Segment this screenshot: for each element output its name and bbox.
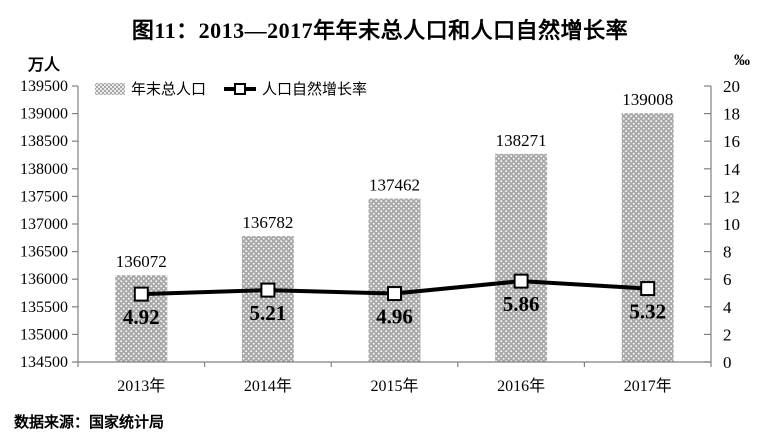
chart-legend: 年末总人口 人口自然增长率 [95,78,367,99]
y-axis-right-tick-label: 2 [723,325,732,344]
line-marker [387,286,402,302]
y-axis-left-tick-label: 138000 [20,161,68,178]
axes-group [72,85,712,367]
labels-group: 136072 136782 137462 138271 139008 134500 1350… [20,77,741,395]
line-marker [640,281,656,297]
bar-2017年 [621,113,674,362]
y-axis-right-tick-label: 12 [723,187,740,206]
legend-bar-swatch-icon [95,82,125,95]
x-axis-category-label: 2016年 [497,377,545,395]
line-marker [133,286,149,302]
left-axis-unit-label: 万人 [28,57,61,74]
bar-2016年 [495,153,548,362]
y-axis-right-tick-label: 0 [723,353,732,372]
y-axis-right-tick-label: 8 [723,243,732,262]
x-axis-category-label: 2014年 [244,377,292,395]
y-axis-left-tick-label: 136500 [20,244,68,261]
line-value-label: 4.92 [123,305,160,329]
y-axis-right-tick-label: 4 [723,298,732,317]
bar-value-label: 136072 [116,252,167,271]
bars-group [115,113,674,362]
line-value-label: 5.21 [250,301,287,325]
x-axis-category-label: 2013年 [117,377,165,395]
bar-value-label: 137462 [369,175,420,194]
legend-line-marker-icon [224,82,257,95]
y-axis-right-tick-label: 20 [723,77,740,96]
y-axis-left-tick-label: 136000 [20,271,68,288]
data-source-note: 数据来源：国家统计局 [14,414,165,431]
legend-line-label: 人口自然增长率 [262,82,368,98]
line-marker [513,273,529,289]
y-axis-right-tick-label: 6 [723,270,732,289]
y-axis-right-tick-label: 14 [723,160,741,179]
bar-value-label: 136782 [242,213,293,232]
x-axis-category-label: 2015年 [370,377,418,395]
y-axis-left-tick-label: 135500 [20,299,68,316]
y-axis-left-tick-label: 138500 [20,133,68,150]
line-value-label: 5.86 [503,292,540,316]
y-axis-left-tick-label: 135000 [20,326,68,343]
y-axis-left-tick-label: 134500 [20,354,68,371]
y-axis-right-tick-label: 18 [723,105,740,124]
y-axis-left-tick-label: 137500 [20,188,68,205]
bar-value-label: 138271 [496,131,547,150]
x-axis-category-label: 2017年 [624,377,672,395]
y-axis-left-tick-label: 139000 [20,106,68,123]
bar-2014年 [241,236,294,362]
line-value-label: 4.96 [376,305,413,329]
bar-2015年 [368,198,421,362]
y-axis-right-tick-label: 10 [723,215,740,234]
y-axis-right-tick-label: 16 [723,132,740,151]
legend-bar-label: 年末总人口 [131,82,207,98]
bar-value-label: 139008 [622,90,673,109]
line-marker [260,282,276,298]
line-value-label: 5.32 [629,300,666,324]
y-axis-left-tick-label: 139500 [20,78,68,95]
line-group [133,273,656,302]
right-axis-unit-label: ‰ [734,52,750,69]
y-axis-left-tick-label: 137000 [20,216,68,233]
chart-title: 图11：2013—2017年年末总人口和人口自然增长率 [131,18,629,43]
